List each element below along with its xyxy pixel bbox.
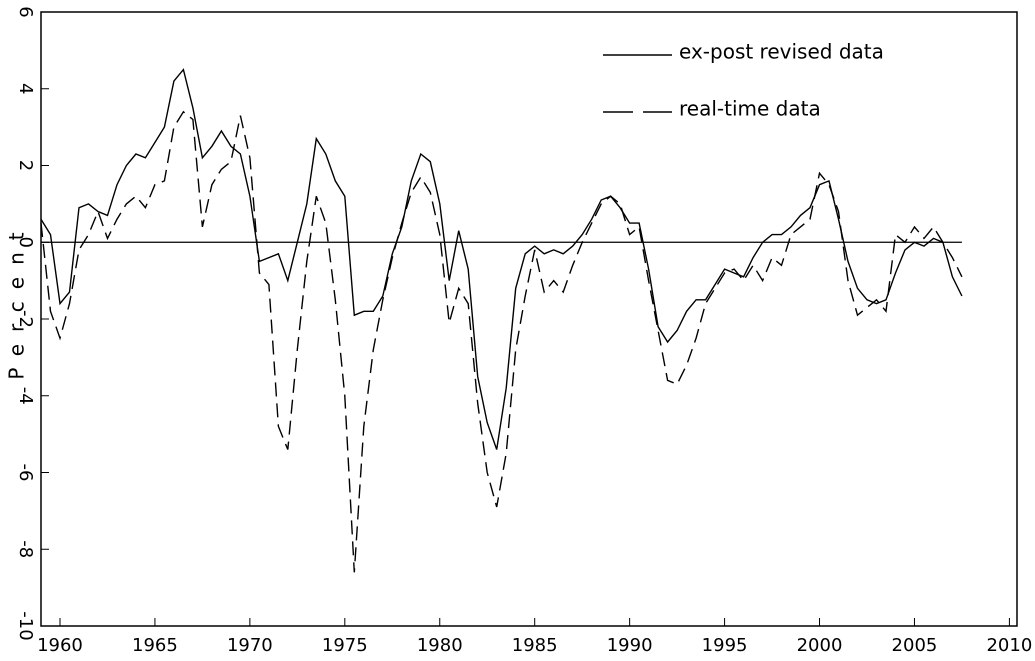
y-tick-label: 4 (15, 83, 36, 94)
y-tick-label: -8 (15, 540, 36, 558)
y-tick-label: -10 (15, 611, 36, 640)
y-axis-label: Percent (5, 220, 29, 379)
x-tick-label: 1970 (227, 635, 273, 656)
x-tick-label: 1975 (322, 635, 368, 656)
legend-label: ex-post revised data (679, 40, 884, 64)
x-tick-label: 1980 (417, 635, 463, 656)
x-tick-label: 1990 (607, 635, 653, 656)
y-tick-label: 2 (15, 160, 36, 171)
y-tick-label: -4 (15, 387, 36, 405)
plot-frame (40, 11, 1018, 627)
x-tick-label: 2000 (797, 635, 843, 656)
x-tick-label: 2005 (892, 635, 938, 656)
x-tick-label: 1960 (37, 635, 83, 656)
y-tick-label: 0 (15, 237, 36, 248)
series-line (40, 110, 963, 573)
legend-label: real-time data (679, 97, 821, 121)
x-tick-label: 2010 (986, 635, 1032, 656)
y-tick-label: -6 (15, 464, 36, 482)
x-tick-label: 1995 (702, 635, 748, 656)
y-tick-label: -2 (15, 310, 36, 328)
y-tick-label: 6 (15, 6, 36, 17)
x-tick-label: 1965 (132, 635, 178, 656)
series-line (40, 68, 963, 450)
x-tick-label: 1985 (512, 635, 558, 656)
